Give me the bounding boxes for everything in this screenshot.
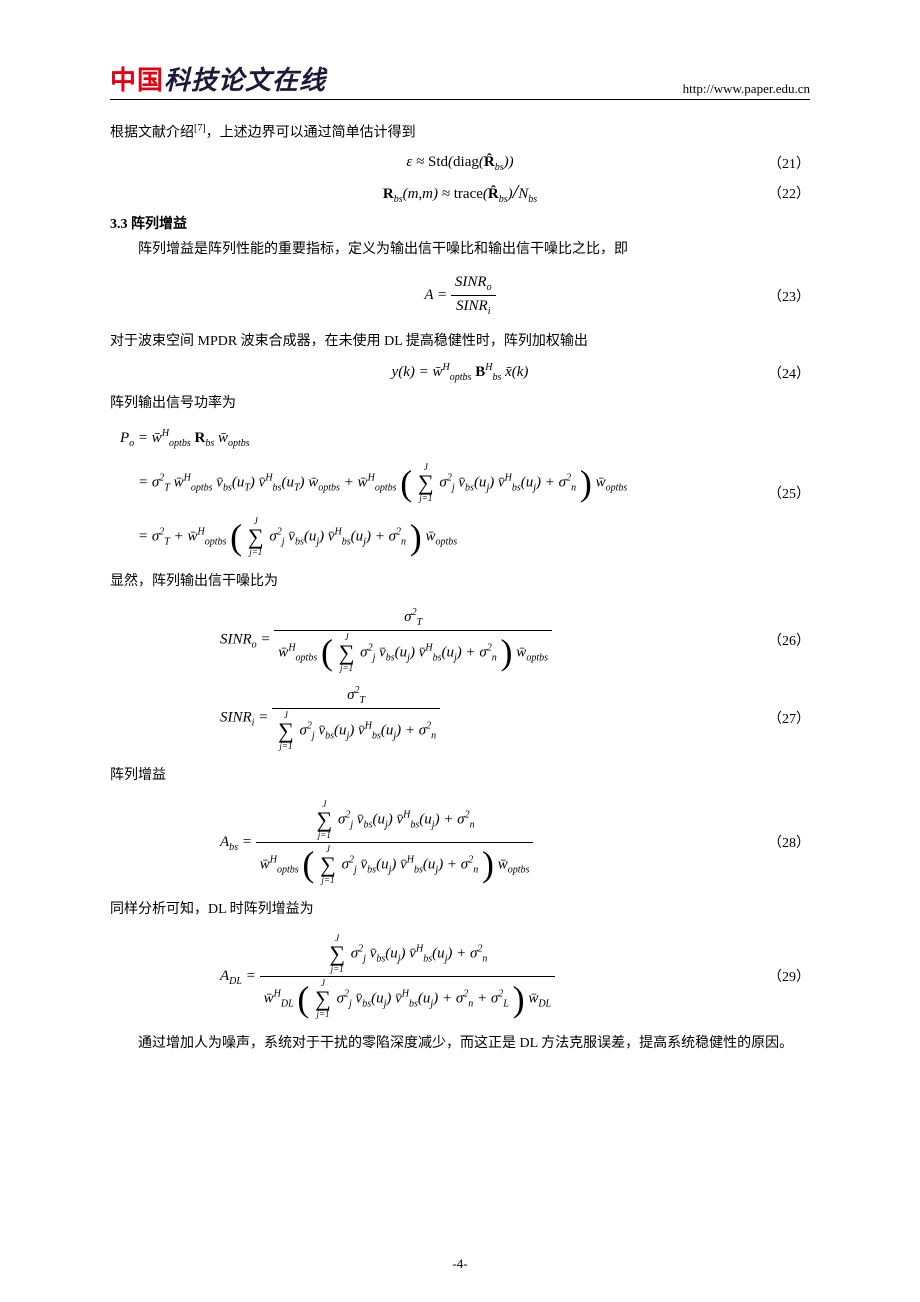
equation-28: Abs = J∑j=1 σ2j v̄bs(uj) v̄Hbs(uj) + σ2n… <box>110 800 810 885</box>
logo-text-dark: 科技论文在线 <box>164 60 326 97</box>
page-number: -4- <box>0 1256 920 1272</box>
eq-number-29: （29） <box>768 966 810 986</box>
paragraph-8: 通过增加人为噪声，系统对于干扰的零陷深度减少，而这正是 DL 方法克服误差，提高… <box>110 1031 810 1056</box>
logo-text-red: 中国 <box>110 60 164 97</box>
eq-number-26: （26） <box>768 630 810 650</box>
paragraph-5: 显然，阵列输出信干噪比为 <box>110 569 810 594</box>
equation-22: Rbs(m,m) ≈ trace(R̂bs)/Nbs （22） <box>110 181 810 205</box>
eq-number-24: （24） <box>768 363 810 383</box>
equation-26: SINRo = σ2T w̄Hoptbs ( J∑j=1 σ2j v̄bs(uj… <box>110 607 810 673</box>
paragraph-2: 阵列增益是阵列性能的重要指标，定义为输出信干噪比和输出信干噪比之比，即 <box>110 237 810 262</box>
equation-29: ADL = J∑j=1 σ2j v̄bs(uj) v̄Hbs(uj) + σ2n… <box>110 934 810 1019</box>
site-logo: 中国 科技论文在线 <box>110 60 326 97</box>
paragraph-4: 阵列输出信号功率为 <box>110 391 810 416</box>
paragraph-3: 对于波束空间 MPDR 波束合成器，在未使用 DL 提高稳健性时，阵列加权输出 <box>110 329 810 354</box>
page-header: 中国 科技论文在线 http://www.paper.edu.cn <box>110 60 810 100</box>
paragraph-6: 阵列增益 <box>110 763 810 788</box>
eq-number-22: （22） <box>768 183 810 203</box>
eq-number-23: （23） <box>768 286 810 306</box>
section-3-3-title: 3.3 阵列增益 <box>110 213 810 233</box>
equation-23: A = SINRoSINRi （23） <box>110 274 810 317</box>
header-url: http://www.paper.edu.cn <box>683 81 810 97</box>
eq-number-28: （28） <box>768 832 810 852</box>
eq-number-25: （25） <box>768 483 810 503</box>
eq-number-21: （21） <box>768 153 810 173</box>
paragraph-1: 根据文献介绍[7]，上述边界可以通过简单估计得到 <box>110 120 810 146</box>
equation-24: y(k) = w̄Hoptbs BHbs x̄(k) （24） <box>110 362 810 383</box>
equation-25: Po = w̄Hoptbs Rbs w̄optbs = σ2T w̄Hoptbs… <box>110 428 810 557</box>
equation-21: ε ≈ Std(diag(R̂bs)) （21） <box>110 154 810 173</box>
equation-27: SINRi = σ2T J∑j=1 σ2j v̄bs(uj) v̄Hbs(uj)… <box>110 685 810 751</box>
paragraph-7: 同样分析可知，DL 时阵列增益为 <box>110 897 810 922</box>
eq-number-27: （27） <box>768 708 810 728</box>
